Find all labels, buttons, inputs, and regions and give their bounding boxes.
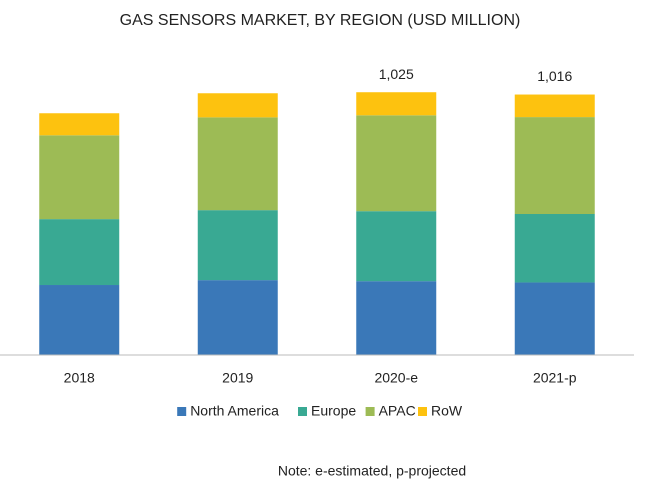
bar-segment [39, 219, 120, 286]
bar-segment [197, 210, 278, 281]
bar-segment [356, 211, 437, 282]
legend-swatch [298, 407, 307, 416]
bar-segment [356, 115, 437, 212]
legend-label: Europe [311, 403, 356, 419]
legend-label: North America [190, 403, 279, 419]
bar-segment [514, 282, 595, 355]
bar-segment [514, 117, 595, 214]
bar-segment [39, 113, 120, 136]
bar-segment [197, 280, 278, 355]
legend-swatch [365, 407, 375, 416]
bar-segment [39, 135, 120, 220]
bar-segment [514, 214, 595, 283]
x-tick-label: 2019 [222, 370, 253, 386]
bar-segment [356, 281, 437, 355]
legend-label: RoW [431, 403, 463, 419]
total-label: 1,025 [379, 66, 414, 82]
legend-swatch [418, 407, 427, 416]
bar-segment [197, 93, 278, 118]
x-tick-label: 2018 [64, 370, 95, 386]
legend-swatch [177, 407, 187, 416]
legend-label: APAC [379, 403, 416, 419]
total-label: 1,016 [537, 68, 572, 84]
bar-segment [197, 117, 278, 211]
note: Note: e-estimated, p-projected [278, 463, 466, 479]
chart-title: GAS SENSORS MARKET, BY REGION (USD MILLI… [120, 12, 521, 29]
bar-segment [39, 285, 120, 355]
bar-segment [514, 94, 595, 118]
x-tick-label: 2021-p [533, 370, 577, 386]
x-tick-label: 2020-e [374, 370, 418, 386]
bar-segment [356, 92, 437, 116]
